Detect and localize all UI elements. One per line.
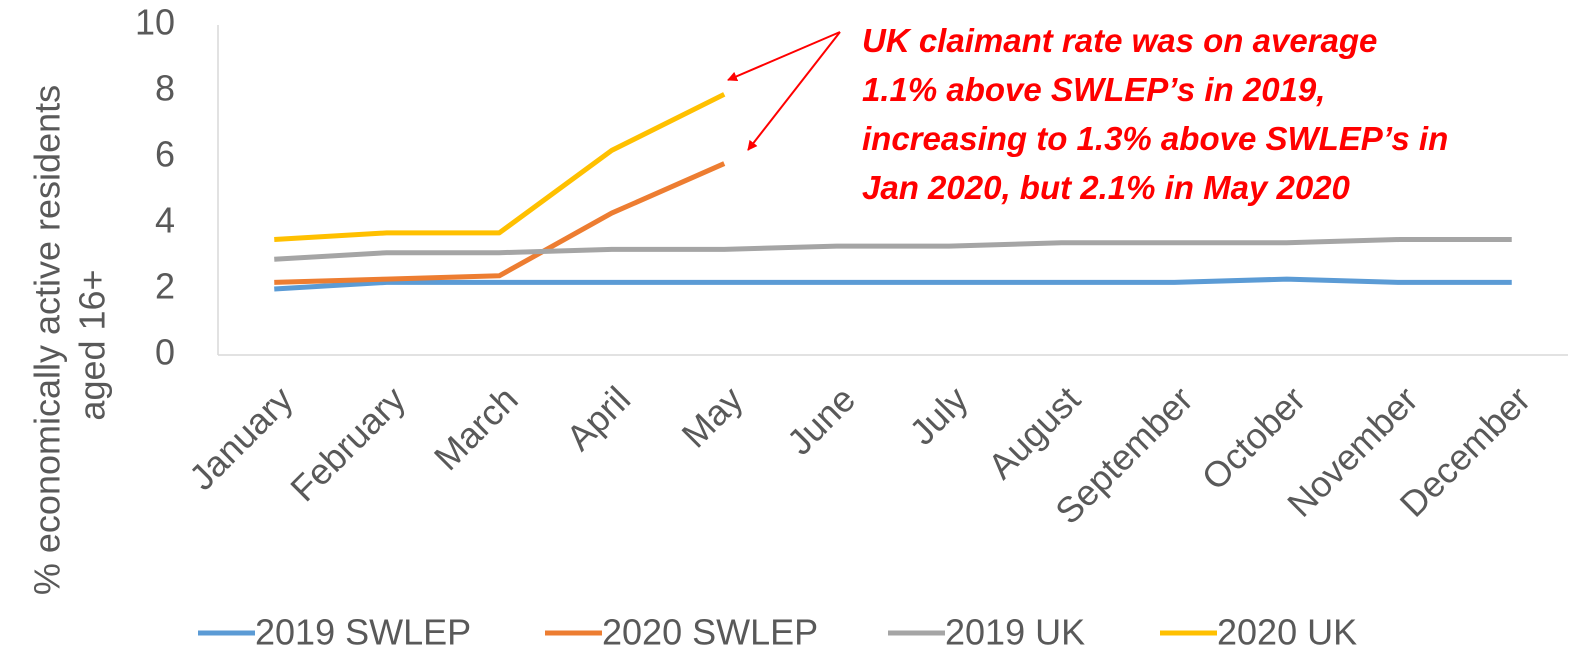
x-tick-label: February: [282, 378, 413, 509]
legend-label: 2019 SWLEP: [255, 612, 471, 653]
series-line: [274, 237, 1512, 262]
x-tick-label: June: [779, 378, 863, 462]
y-tick-label: 8: [155, 68, 175, 109]
y-tick-label: 6: [155, 134, 175, 175]
annotation: 1.1% above SWLEP’s in 2019,: [862, 71, 1325, 108]
y-tick-label: 4: [155, 200, 175, 241]
legend-label: 2020 UK: [1217, 612, 1357, 653]
arrow: [747, 31, 841, 151]
x-tick-label: April: [558, 378, 638, 458]
x-tick-label: August: [980, 378, 1088, 486]
arrow: [727, 31, 841, 82]
legend-label: 2019 UK: [945, 612, 1085, 653]
x-tick-label: May: [674, 378, 751, 455]
series-line: [274, 161, 726, 285]
series-line: [274, 92, 726, 242]
annotation: Jan 2020, but 2.1% in May 2020: [862, 169, 1351, 206]
annotation: UK claimant rate was on average: [862, 22, 1377, 59]
x-tick-label: July: [901, 378, 975, 452]
y-axis-title: % economically active residents: [27, 85, 68, 595]
y-tick-label: 0: [155, 332, 175, 373]
legend-label: 2020 SWLEP: [602, 612, 818, 653]
y-axis-title: aged 16+: [72, 269, 113, 420]
x-tick-label: March: [426, 378, 526, 478]
y-tick-label: 10: [135, 2, 175, 43]
series-line: [274, 276, 1512, 292]
annotation: increasing to 1.3% above SWLEP’s in: [862, 120, 1448, 157]
y-tick-label: 2: [155, 266, 175, 307]
